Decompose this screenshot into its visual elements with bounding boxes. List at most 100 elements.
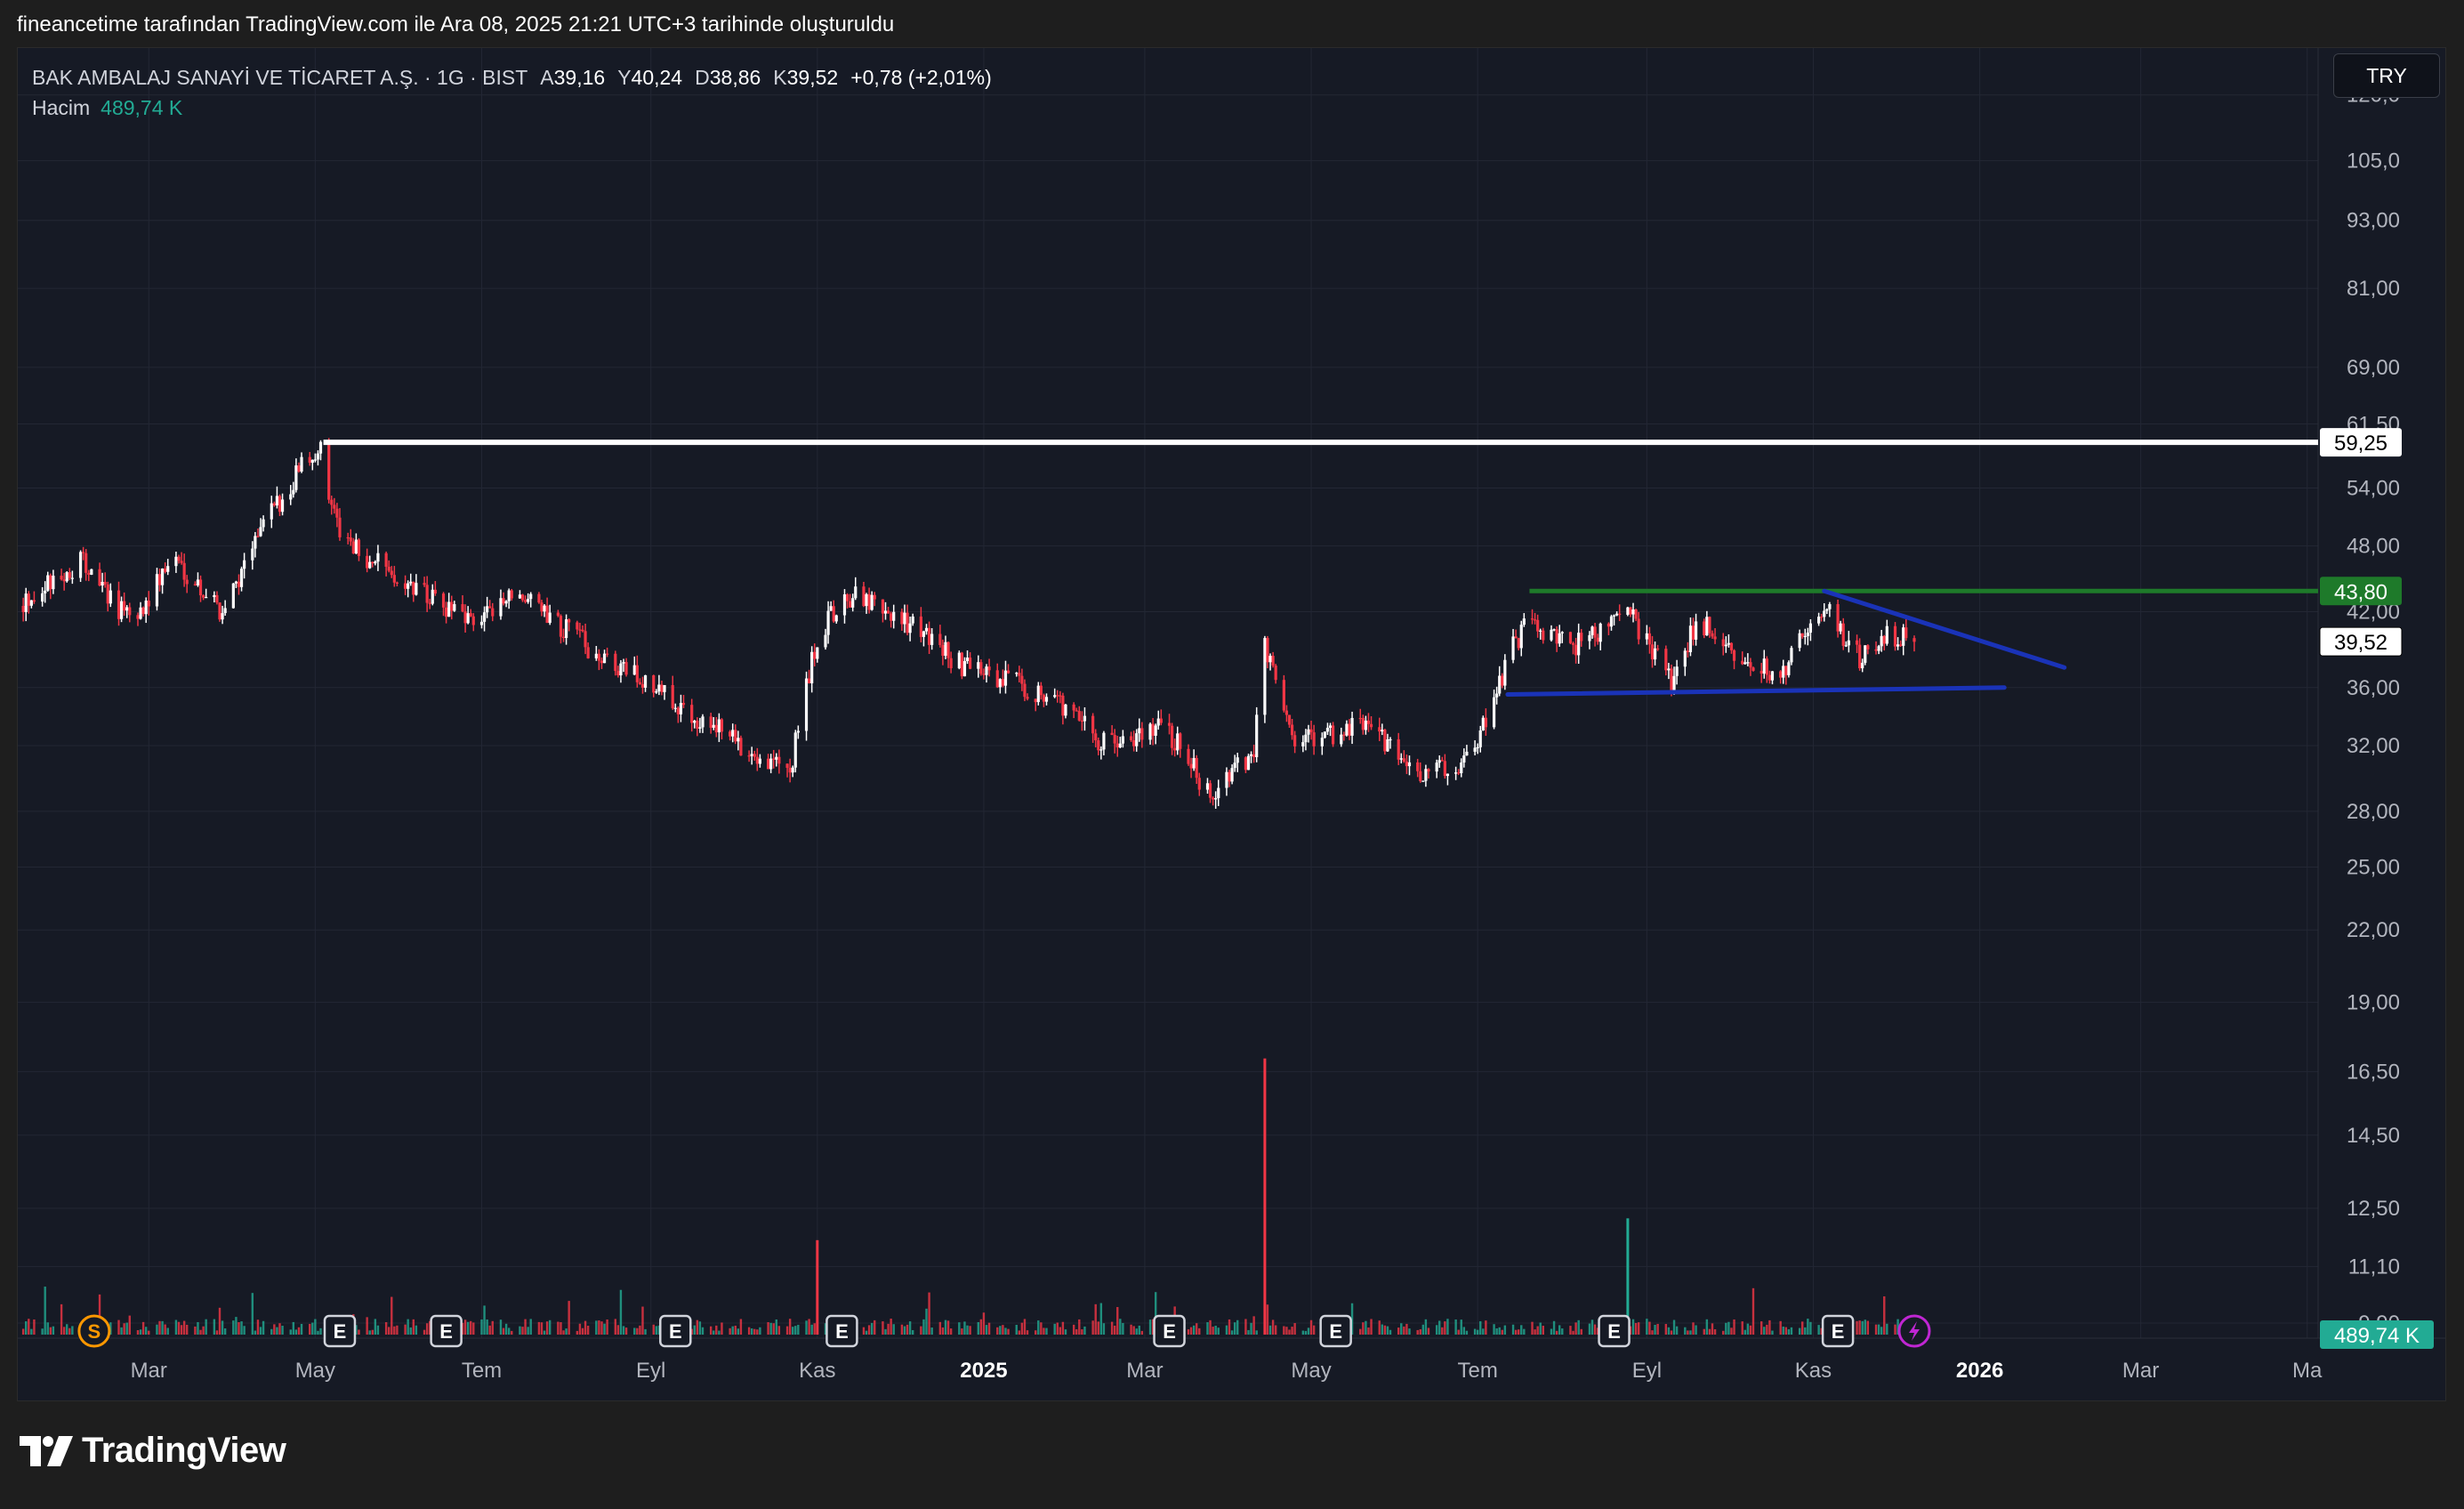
earnings-event-icon: E bbox=[430, 1314, 463, 1348]
candle-body bbox=[1874, 649, 1878, 651]
candle-body bbox=[673, 707, 677, 709]
candle-body bbox=[602, 653, 607, 664]
candle-body bbox=[1828, 604, 1832, 609]
candle-body bbox=[346, 537, 350, 539]
candle-body bbox=[1724, 644, 1727, 647]
volume-label[interactable]: Hacim bbox=[32, 96, 91, 119]
candle-body bbox=[616, 671, 620, 676]
volume-bar bbox=[480, 1319, 483, 1335]
volume-bar bbox=[1438, 1320, 1441, 1335]
price-tick-label: 22,00 bbox=[2347, 918, 2400, 942]
candle-body bbox=[663, 684, 666, 692]
volume-bar bbox=[734, 1325, 737, 1335]
volume-bar bbox=[772, 1323, 775, 1335]
volume-bar bbox=[958, 1322, 961, 1335]
volume-bar bbox=[425, 1323, 429, 1335]
grid-lines bbox=[18, 48, 2445, 1339]
symbol-title[interactable]: BAK AMBALAJ SANAYİ VE TİCARET A.Ş. · 1G … bbox=[32, 66, 528, 89]
volume-bar bbox=[560, 1322, 562, 1335]
volume-bar bbox=[311, 1322, 314, 1335]
volume-bar bbox=[136, 1329, 140, 1335]
candle-body bbox=[128, 607, 132, 616]
volume-bar bbox=[1637, 1322, 1640, 1335]
candle-body bbox=[1492, 697, 1496, 728]
volume-bar bbox=[987, 1322, 991, 1335]
volume-bar bbox=[603, 1323, 606, 1335]
volume-bar bbox=[1151, 1319, 1155, 1335]
volume-spike-bar bbox=[816, 1239, 819, 1335]
candle-body bbox=[1574, 644, 1578, 656]
candle-body bbox=[109, 590, 112, 604]
candle-body bbox=[643, 674, 648, 688]
candle-body bbox=[1904, 627, 1908, 639]
candle-body bbox=[1345, 723, 1349, 736]
volume-bar bbox=[693, 1325, 696, 1335]
volume-bar bbox=[1768, 1319, 1771, 1335]
candle-body bbox=[1912, 638, 1916, 642]
candle-body bbox=[919, 616, 922, 637]
currency-button[interactable]: TRY bbox=[2333, 53, 2440, 98]
candle-body bbox=[619, 663, 623, 676]
volume-bar bbox=[166, 1327, 169, 1335]
volume-bar bbox=[892, 1324, 895, 1335]
candle-body bbox=[903, 612, 906, 625]
low-label: D bbox=[695, 66, 710, 89]
candle-body bbox=[747, 755, 751, 757]
tradingview-logo[interactable]: TradingView bbox=[20, 1431, 286, 1471]
price-chart[interactable]: 120,0105,093,0081,0069,0061,5054,0048,00… bbox=[18, 48, 2446, 1401]
volume-bar bbox=[928, 1292, 930, 1335]
candle-body bbox=[479, 621, 484, 625]
volume-axis-label: 489,74 K bbox=[2320, 1320, 2434, 1349]
candle-body bbox=[788, 768, 792, 773]
candle-body bbox=[624, 662, 628, 675]
price-tick-label: 14,50 bbox=[2347, 1124, 2400, 1148]
candle-body bbox=[1727, 642, 1730, 645]
candle-body bbox=[660, 684, 664, 692]
candle-body bbox=[1072, 704, 1075, 711]
candle-body bbox=[832, 606, 835, 622]
volume-bar bbox=[486, 1319, 488, 1335]
volume-bar bbox=[1020, 1322, 1024, 1335]
volume-bar bbox=[709, 1326, 713, 1335]
volume-bar bbox=[1493, 1324, 1495, 1335]
candle-body bbox=[27, 593, 30, 606]
volume-bar bbox=[979, 1319, 983, 1335]
volume-bar bbox=[1460, 1319, 1462, 1335]
candle-body bbox=[196, 579, 200, 585]
volume-bar bbox=[576, 1330, 579, 1335]
candle-body bbox=[445, 607, 448, 617]
volume-bars bbox=[21, 1058, 1916, 1335]
volume-bar bbox=[808, 1319, 810, 1335]
volume-bar bbox=[33, 1319, 36, 1335]
candle-body bbox=[1399, 758, 1403, 760]
volume-bar bbox=[767, 1322, 769, 1335]
candle-body bbox=[333, 504, 336, 509]
volume-bar bbox=[1542, 1326, 1544, 1335]
candle-body bbox=[123, 601, 126, 611]
candle-body bbox=[1018, 673, 1021, 676]
volume-bar bbox=[920, 1326, 922, 1335]
volume-bar bbox=[144, 1327, 148, 1335]
candle-body bbox=[1378, 727, 1381, 732]
volume-bar bbox=[60, 1303, 63, 1335]
volume-bar bbox=[911, 1329, 914, 1335]
volume-bar bbox=[355, 1325, 358, 1335]
candle-body bbox=[1113, 735, 1116, 744]
volume-bar bbox=[1866, 1320, 1870, 1335]
chart-area[interactable]: 120,0105,093,0081,0069,0061,5054,0048,00… bbox=[17, 47, 2446, 1401]
candle-body bbox=[1064, 704, 1067, 716]
candle-body bbox=[1721, 639, 1725, 647]
candle-body bbox=[499, 598, 503, 617]
volume-bar bbox=[499, 1319, 503, 1335]
volume-bar bbox=[180, 1325, 183, 1335]
candle-body bbox=[679, 703, 683, 714]
volume-bar bbox=[1713, 1328, 1717, 1335]
volume-bar bbox=[1037, 1320, 1040, 1335]
candle-body bbox=[775, 756, 778, 760]
volume-bar bbox=[777, 1326, 781, 1335]
candle-body bbox=[900, 611, 904, 625]
candle-body bbox=[308, 456, 311, 464]
candle-body bbox=[671, 684, 674, 708]
volume-bar bbox=[759, 1327, 761, 1335]
